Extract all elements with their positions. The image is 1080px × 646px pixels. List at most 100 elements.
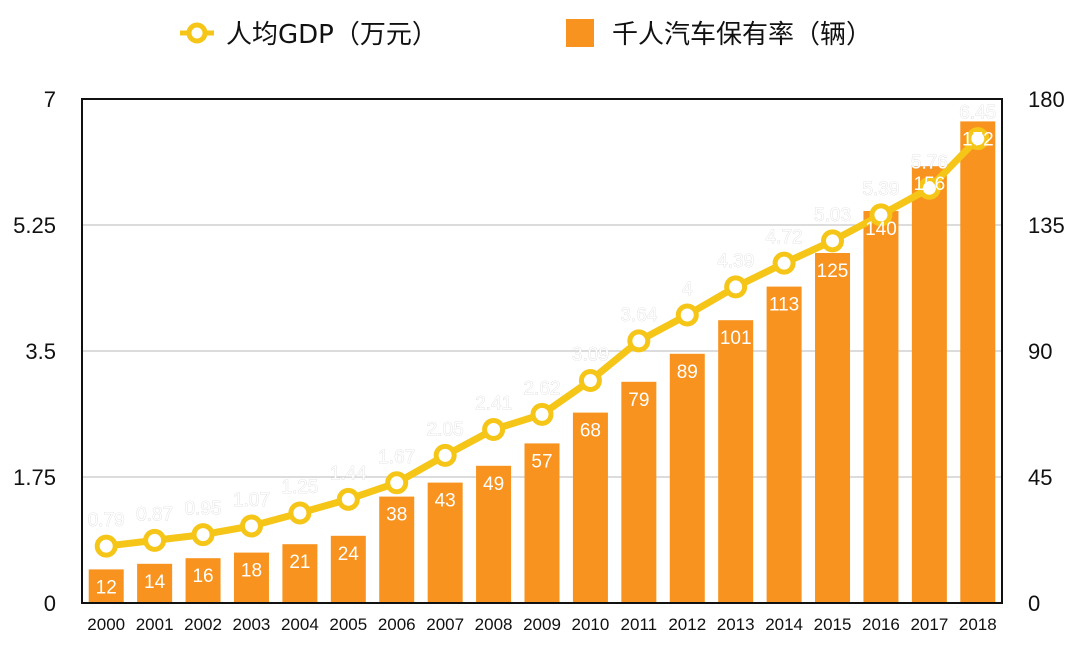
y-right-tick-label: 90 — [1028, 339, 1052, 364]
line-point — [724, 275, 748, 299]
bar — [88, 569, 124, 603]
y-left-tick-label: 1.75 — [13, 465, 56, 490]
line-point — [627, 329, 651, 353]
y-left-tick-label: 7 — [44, 87, 56, 112]
bar — [427, 482, 463, 603]
x-tick-label: 2001 — [136, 615, 174, 634]
legend-item-car: 千人汽车保有率（辆） — [566, 19, 872, 50]
bar-data-label: 38 — [386, 505, 407, 526]
x-tick-label: 2013 — [717, 615, 755, 634]
bar-data-label: 21 — [289, 552, 310, 573]
x-tick-label: 2017 — [910, 615, 948, 634]
axes: 0 0 1.75 45 3.5 90 5.25 135 7 180 2000 2001 2002 2003… — [13, 87, 1065, 634]
bar-data-label: 49 — [483, 474, 504, 495]
bar — [766, 286, 802, 603]
x-tick-label: 2009 — [523, 615, 561, 634]
bar — [572, 412, 608, 603]
plot-frame — [81, 98, 1003, 604]
legend-car-label: 千人汽车保有率（辆） — [612, 20, 872, 50]
line-data-label: 0.79 — [88, 510, 125, 531]
bar-data-label: 79 — [628, 390, 649, 411]
x-tick-label: 2006 — [378, 615, 416, 634]
line-series — [94, 127, 990, 558]
bar-series — [88, 121, 996, 604]
bar — [815, 253, 851, 603]
bar-data-label: 16 — [192, 566, 213, 587]
bar — [960, 121, 996, 604]
bar — [863, 211, 899, 603]
bar-data-label: 43 — [435, 491, 456, 512]
line-data-label: 1.67 — [378, 447, 415, 468]
bar — [137, 563, 173, 603]
line-point — [675, 303, 699, 327]
line-data-label: 2.62 — [524, 378, 561, 399]
line-data-label: 0.95 — [185, 499, 222, 520]
x-tick-label: 2000 — [87, 615, 125, 634]
line-point — [869, 203, 893, 227]
bar-data-label: 12 — [96, 577, 117, 598]
bar-data-label: 125 — [817, 261, 849, 282]
line-data-label: 4.72 — [766, 227, 803, 248]
bar — [330, 535, 366, 603]
bar — [669, 353, 705, 603]
x-tick-label: 2003 — [233, 615, 271, 634]
legend-gdp-marker-swatch — [186, 22, 208, 44]
bar — [233, 552, 269, 603]
x-tick-label: 2007 — [426, 615, 464, 634]
line-data-label: 2.41 — [475, 393, 512, 414]
line-point — [239, 514, 263, 538]
bar-data-label: 24 — [338, 544, 360, 565]
bar — [379, 496, 415, 603]
line-point — [143, 528, 167, 552]
legend-car-bar-swatch — [566, 19, 594, 47]
bar — [911, 166, 947, 603]
bar-data-label: 89 — [677, 362, 698, 383]
bar — [718, 320, 754, 603]
line-point — [385, 471, 409, 495]
line-point — [482, 417, 506, 441]
line-point — [433, 443, 457, 467]
bar-data-label: 68 — [580, 421, 601, 442]
line-data-label: 1.25 — [281, 477, 318, 498]
bar — [621, 381, 657, 603]
legend: 人均GDP（万元） 千人汽车保有率（辆） — [180, 19, 872, 50]
line-data-label: 0.87 — [136, 504, 173, 525]
line-point — [966, 127, 990, 151]
x-tick-label: 2018 — [959, 615, 997, 634]
x-tick-label: 2002 — [184, 615, 222, 634]
x-tick-label: 2016 — [862, 615, 900, 634]
x-tick-label: 2010 — [572, 615, 610, 634]
line-data-label: 4 — [682, 279, 693, 300]
x-tick-label: 2015 — [814, 615, 852, 634]
legend-gdp-label: 人均GDP（万元） — [226, 20, 438, 50]
line-data-label: 2.05 — [427, 419, 464, 440]
line-point — [94, 534, 118, 558]
line-data-label: 1.07 — [233, 490, 270, 511]
line-point — [530, 402, 554, 426]
bar — [282, 544, 318, 603]
line-data-label: 3.09 — [572, 345, 609, 366]
bar-data-label: 113 — [769, 295, 799, 316]
x-tick-label: 2004 — [281, 615, 319, 634]
y-left-tick-label: 0 — [44, 591, 56, 616]
x-tick-label: 2011 — [621, 615, 658, 634]
y-left-tick-label: 3.5 — [25, 339, 56, 364]
y-right-tick-label: 0 — [1028, 591, 1040, 616]
bar — [524, 443, 560, 603]
line-data-label: 1.44 — [330, 463, 367, 484]
line-data-label: 4.39 — [717, 251, 754, 272]
y-right-tick-label: 45 — [1028, 465, 1052, 490]
line-point — [917, 176, 941, 200]
bar-data-label: 156 — [914, 174, 946, 195]
x-tick-label: 2005 — [329, 615, 367, 634]
bar-data-label: 18 — [241, 561, 262, 582]
bar — [185, 558, 221, 603]
bar-data-label: 140 — [865, 219, 897, 240]
legend-item-gdp: 人均GDP（万元） — [180, 20, 438, 50]
line-point — [772, 251, 796, 275]
line-data-label: 5.39 — [862, 179, 899, 200]
line-point — [336, 487, 360, 511]
line-data-label: 5.76 — [911, 152, 948, 173]
line-data-label: 5.03 — [814, 205, 851, 226]
